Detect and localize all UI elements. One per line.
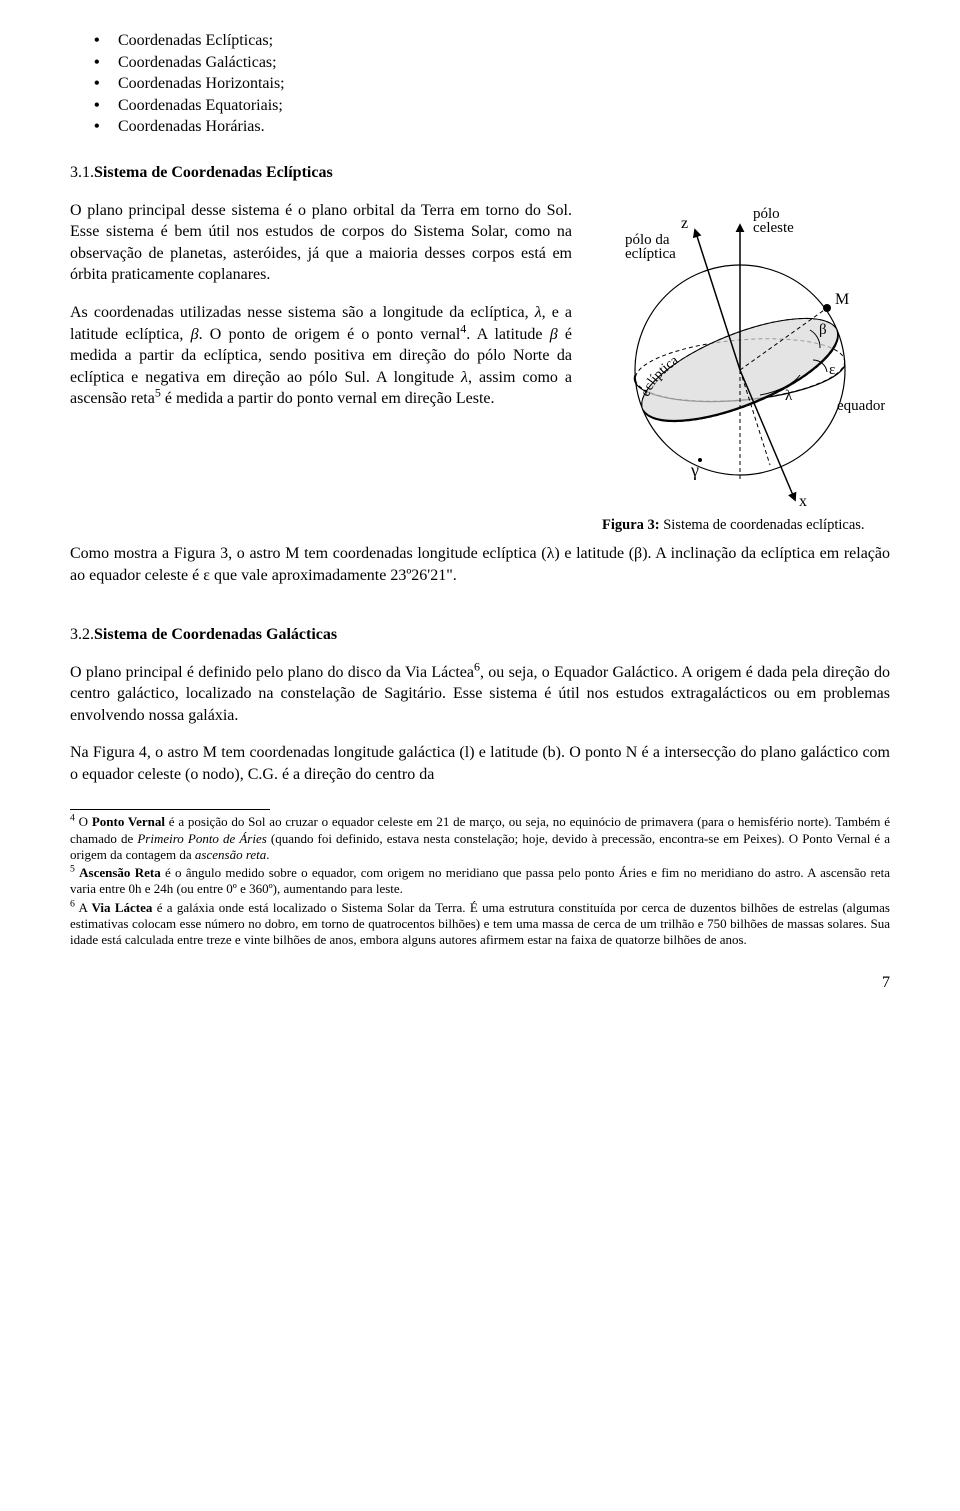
section-3-1-body: O plano principal desse sistema é o plan…: [70, 200, 890, 536]
text-run: é a galáxia onde está localizado o Siste…: [70, 900, 890, 948]
text-run: O: [75, 814, 92, 829]
text-run: A: [75, 900, 92, 915]
list-item: Coordenadas Galácticas;: [118, 52, 890, 74]
term-ponto-vernal: Ponto Vernal: [92, 814, 165, 829]
term-via-lactea: Via Láctea: [91, 900, 152, 915]
label-polo-ecliptica: pólo da eclíptica: [625, 232, 676, 262]
section-number: 3.1.: [70, 164, 94, 181]
footnote-6: 6 A Via Láctea é a galáxia onde está loc…: [70, 900, 890, 949]
paragraph: Na Figura 4, o astro M tem coordenadas l…: [70, 742, 890, 785]
text-run: O plano principal é definido pelo plano …: [70, 664, 474, 681]
label-polo-celeste: pólo celeste: [753, 206, 794, 236]
figure-3-container: z pólo celeste pólo da eclíptica M β λ ε…: [590, 200, 890, 536]
text-run: . A latitude: [466, 326, 549, 343]
footnotes: 4 O Ponto Vernal é a posição do Sol ao c…: [70, 814, 890, 948]
label-equador: equador: [837, 398, 885, 414]
paragraph: O plano principal é definido pelo plano …: [70, 662, 890, 727]
section-title: Sistema de Coordenadas Eclípticas: [94, 164, 333, 181]
figure-3-svg: z pólo celeste pólo da eclíptica M β λ ε…: [595, 200, 885, 510]
symbol-lambda: λ: [461, 369, 468, 386]
text-run: .: [266, 847, 269, 862]
text-run: é o ângulo medido sobre o equador, com o…: [70, 865, 890, 896]
term-ascensao-reta: Ascensão Reta: [79, 865, 161, 880]
list-item: Coordenadas Horárias.: [118, 116, 890, 138]
symbol-lambda: λ: [535, 304, 542, 321]
label-gamma: γ: [690, 460, 699, 480]
list-item: Coordenadas Eclípticas;: [118, 30, 890, 52]
symbol-beta: β: [550, 326, 558, 343]
label-lambda: λ: [785, 388, 793, 404]
list-item: Coordenadas Equatoriais;: [118, 95, 890, 117]
footnote-separator: [70, 809, 270, 810]
text-run: As coordenadas utilizadas nesse sistema …: [70, 304, 535, 321]
footnote-4: 4 O Ponto Vernal é a posição do Sol ao c…: [70, 814, 890, 863]
figure-label: Figura 3:: [602, 517, 660, 533]
list-item: Coordenadas Horizontais;: [118, 73, 890, 95]
text-run: . O ponto de origem é o ponto vernal: [199, 326, 461, 343]
term-ascensao-reta: ascensão reta: [195, 847, 266, 862]
section-number: 3.2.: [70, 626, 94, 643]
figure-caption-text: Sistema de coordenadas eclípticas.: [660, 517, 865, 533]
label-z: z: [681, 215, 688, 232]
symbol-beta: β: [191, 326, 199, 343]
label-x: x: [799, 493, 807, 510]
section-3-1-heading: 3.1.Sistema de Coordenadas Eclípticas: [70, 162, 890, 184]
label-epsilon: ε: [829, 362, 835, 378]
label-m: M: [835, 291, 849, 308]
page-number: 7: [70, 972, 890, 994]
paragraph: Como mostra a Figura 3, o astro M tem co…: [70, 543, 890, 586]
coord-systems-list: Coordenadas Eclípticas; Coordenadas Galá…: [70, 30, 890, 138]
section-3-2-heading: 3.2.Sistema de Coordenadas Galácticas: [70, 624, 890, 646]
text-run: é medida a partir do ponto vernal em dir…: [161, 390, 495, 407]
label-beta: β: [819, 322, 827, 338]
section-title: Sistema de Coordenadas Galácticas: [94, 626, 337, 643]
paragraph: O plano principal desse sistema é o plan…: [70, 200, 572, 286]
footnote-5: 5 Ascensão Reta é o ângulo medido sobre …: [70, 865, 890, 898]
paragraph: As coordenadas utilizadas nesse sistema …: [70, 302, 572, 410]
term-primeiro-ponto: Primeiro Ponto de Áries: [137, 831, 266, 846]
figure-3-caption: Figura 3: Sistema de coordenadas eclípti…: [590, 516, 890, 536]
section-3-1-text: O plano principal desse sistema é o plan…: [70, 200, 572, 426]
